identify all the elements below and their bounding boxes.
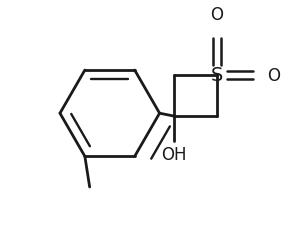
Text: S: S <box>211 66 223 85</box>
Text: O: O <box>211 6 224 24</box>
Text: O: O <box>267 67 280 85</box>
Text: OH: OH <box>161 145 187 163</box>
